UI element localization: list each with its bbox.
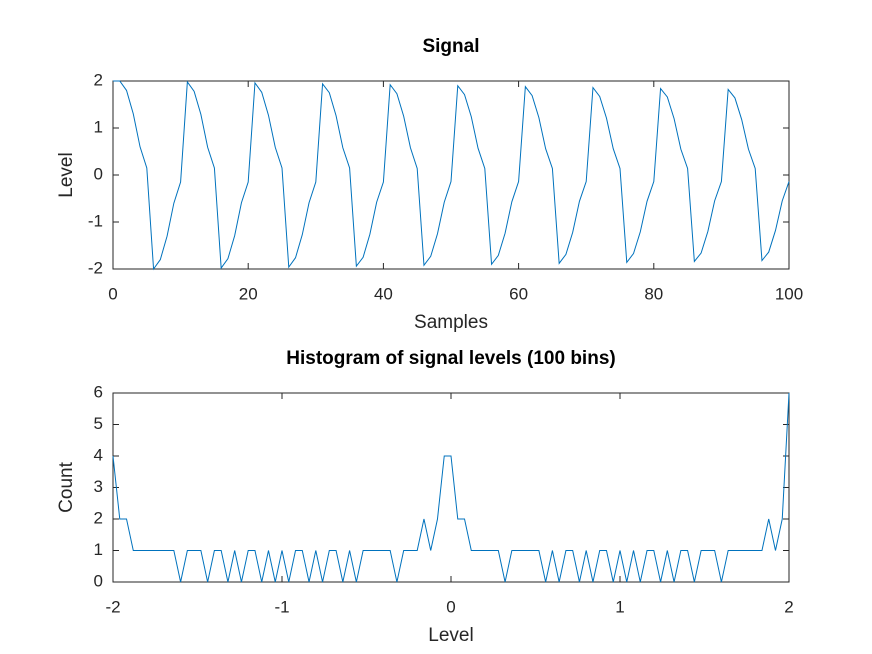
y-tick-label: 2: [94, 508, 103, 527]
y-tick-label: 0: [94, 571, 103, 590]
x-tick-label: -2: [105, 597, 120, 616]
x-tick-label: 0: [108, 284, 117, 303]
x-tick-label: 80: [644, 284, 663, 303]
y-tick-label: -2: [88, 258, 103, 277]
data-line: [113, 80, 790, 271]
x-tick-label: 1: [615, 597, 624, 616]
x-tick-label: 60: [509, 284, 528, 303]
data-line: [112, 392, 790, 583]
chart-title: Signal: [422, 36, 479, 57]
x-tick-label: -1: [274, 597, 289, 616]
x-tick-label: 100: [775, 284, 803, 303]
chart-title: Histogram of signal levels (100 bins): [286, 348, 615, 369]
x-tick-label: 20: [239, 284, 258, 303]
y-axis-label: Level: [56, 152, 77, 197]
x-tick-label: 40: [374, 284, 393, 303]
y-tick-label: 3: [94, 477, 103, 496]
x-tick-label: 0: [446, 597, 455, 616]
y-tick-label: 2: [94, 70, 103, 89]
y-tick-label: 6: [94, 382, 103, 401]
y-tick-label: 4: [94, 445, 103, 464]
x-tick-label: 2: [784, 597, 793, 616]
y-tick-label: -1: [88, 211, 103, 230]
y-tick-label: 1: [94, 540, 103, 559]
y-axis-label: Count: [56, 461, 77, 512]
y-tick-label: 1: [94, 117, 103, 136]
y-tick-label: 5: [94, 414, 103, 433]
x-axis-label: Level: [428, 625, 473, 646]
x-axis-label: Samples: [414, 312, 488, 333]
y-tick-label: 0: [94, 164, 103, 183]
axes-box: [112, 392, 790, 583]
